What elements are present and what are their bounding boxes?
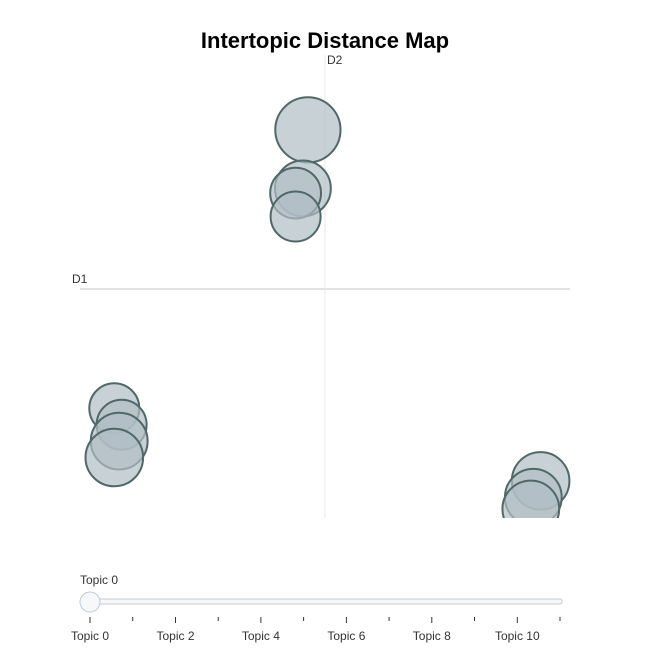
slider-tick-label: Topic 4 [242, 629, 280, 643]
slider-tick-label: Topic 10 [495, 629, 540, 643]
topic-bubble[interactable] [269, 190, 322, 243]
topic-bubble[interactable] [84, 427, 145, 488]
chart-title: Intertopic Distance Map [201, 28, 449, 53]
slider-tick-label: Topic 8 [413, 629, 451, 643]
slider-tick-label: Topic 2 [156, 629, 194, 643]
slider-ticks: Topic 0 Topic 2 Topic 4 Topic 6 Topic 8 Topic… [71, 617, 561, 643]
slider-handle[interactable] [79, 591, 101, 613]
y-axis-label: D2 [327, 53, 343, 67]
topic-slider[interactable]: Topic 0 Topic 0 Topic 2 Topic 4 Topic 6 Topi… [71, 573, 563, 643]
topic-bubbles [84, 96, 571, 538]
topic-bubble[interactable] [274, 96, 342, 164]
slider-tick-label: Topic 0 [71, 629, 109, 643]
x-axis-label: D1 [72, 272, 88, 286]
slider-current-label: Topic 0 [80, 573, 118, 587]
topic-bubble[interactable] [501, 479, 561, 538]
slider-track[interactable] [89, 598, 563, 605]
slider-tick-label: Topic 6 [327, 629, 365, 643]
